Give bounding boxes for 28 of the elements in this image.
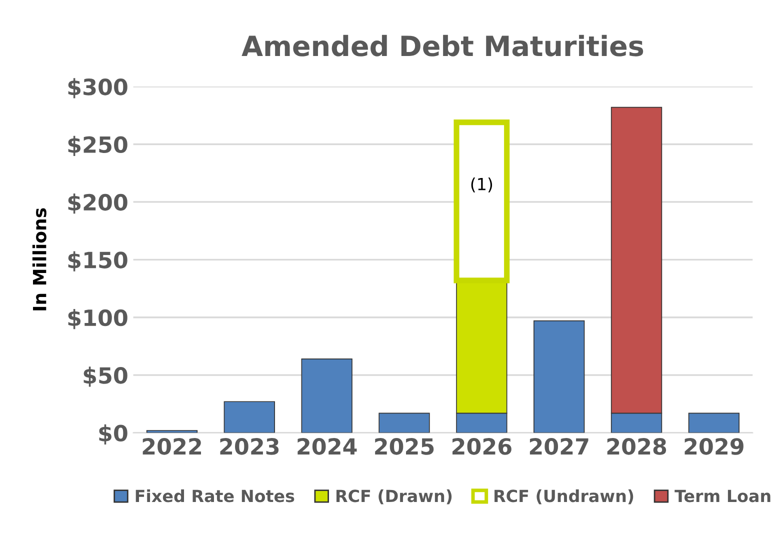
legend-label: RCF (Drawn)	[336, 489, 452, 504]
y-tick-label: $100	[68, 308, 128, 330]
chart-title: Amended Debt Maturities	[242, 34, 644, 56]
bar	[224, 401, 275, 433]
legend-label: Fixed Rate Notes	[136, 489, 294, 502]
y-tick-label: $300	[68, 78, 128, 98]
x-tick-label: 2026	[452, 438, 512, 455]
y-tick-label: $200	[68, 194, 128, 214]
legend-label: RCF (Undrawn)	[494, 489, 634, 504]
legend-label: Term Loan	[674, 490, 770, 502]
x-tick-label: 2025	[375, 438, 434, 455]
x-tick-label: 2022	[142, 438, 201, 455]
bar	[301, 358, 352, 433]
x-tick-label: 2024	[298, 438, 357, 455]
bar	[534, 320, 585, 433]
x-tick-label: 2027	[530, 438, 588, 455]
x-tick-label: 2029	[684, 438, 744, 455]
y-tick-label: $250	[68, 136, 128, 156]
y-tick-label: $150	[68, 251, 128, 272]
bar	[146, 430, 198, 433]
x-tick-label: 2023	[220, 438, 279, 455]
annotation: (1)	[471, 178, 492, 192]
y-tick-label: $0	[99, 424, 128, 445]
y-tick-label: $50	[84, 366, 128, 387]
y-axis-title: In Millions	[32, 208, 46, 310]
bar	[688, 412, 740, 433]
x-tick-label: 2028	[607, 438, 666, 455]
bar	[378, 412, 430, 433]
